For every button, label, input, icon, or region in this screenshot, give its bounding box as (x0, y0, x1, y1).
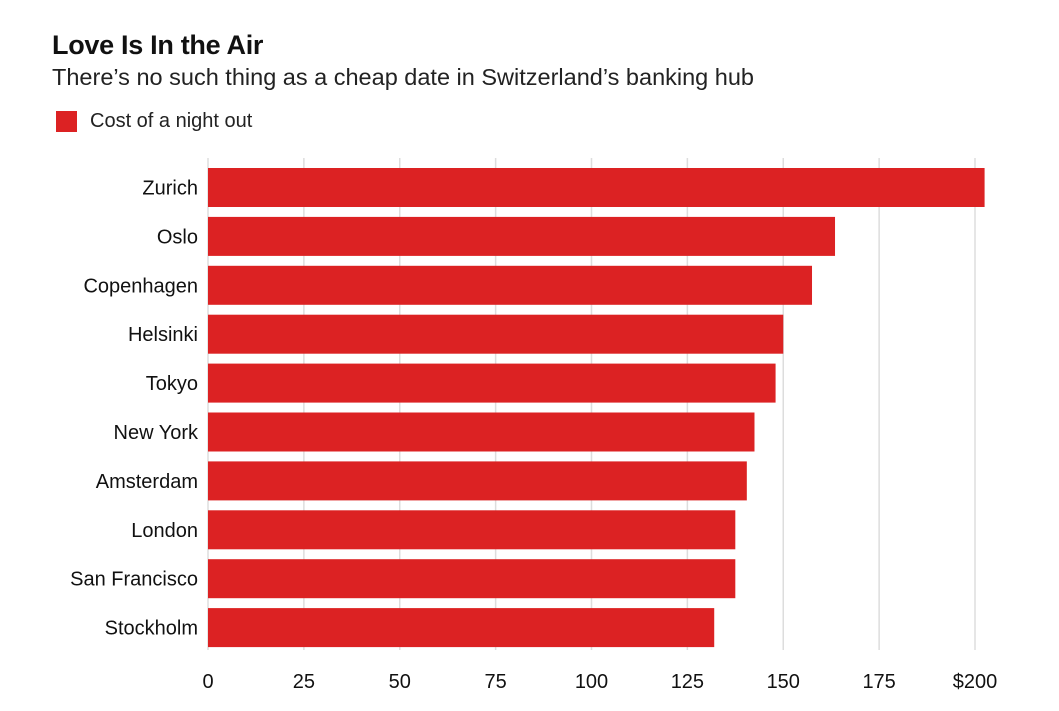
category-label: Tokyo (146, 373, 198, 395)
chart-title: Love Is In the Air (52, 30, 264, 60)
x-tick-label: 0 (202, 671, 213, 693)
bar-helsinki (208, 314, 784, 354)
category-label: Amsterdam (96, 471, 198, 493)
bar-stockholm (208, 608, 715, 648)
category-label: Oslo (157, 226, 198, 248)
category-label: London (131, 520, 198, 542)
bar-copenhagen (208, 265, 813, 305)
x-tick-label: 75 (485, 671, 507, 693)
bar-zurich (208, 168, 985, 207)
chart-legend: Cost of a night out (56, 110, 252, 133)
x-tick-label: 100 (575, 671, 608, 693)
bar-oslo (208, 216, 836, 256)
category-label: San Francisco (70, 569, 198, 591)
bar-new-york (208, 412, 755, 452)
bar-amsterdam (208, 461, 747, 501)
category-labels: Zurich Oslo Copenhagen Helsinki Tokyo New Yor… (70, 178, 199, 640)
x-tick-label: 50 (389, 671, 411, 693)
x-tick-label: 125 (671, 671, 704, 693)
legend-label: Cost of a night out (90, 110, 253, 132)
x-axis-tick-labels: 0 25 50 75 100 125 150 175 $200 (202, 671, 997, 693)
chart-subtitle: There’s no such thing as a cheap date in… (52, 64, 754, 90)
x-tick-label: 150 (767, 671, 800, 693)
bars (208, 168, 985, 648)
bar-london (208, 510, 736, 550)
x-tick-label: 25 (293, 671, 315, 693)
x-tick-label: 175 (862, 671, 895, 693)
category-label: Stockholm (105, 618, 198, 640)
bar-tokyo (208, 363, 776, 403)
category-label: New York (114, 422, 199, 444)
x-tick-label: $200 (953, 671, 998, 693)
category-label: Helsinki (128, 324, 198, 346)
category-label: Copenhagen (83, 275, 198, 297)
bar-san-francisco (208, 559, 736, 599)
legend-swatch (56, 111, 77, 132)
category-label: Zurich (142, 178, 198, 200)
